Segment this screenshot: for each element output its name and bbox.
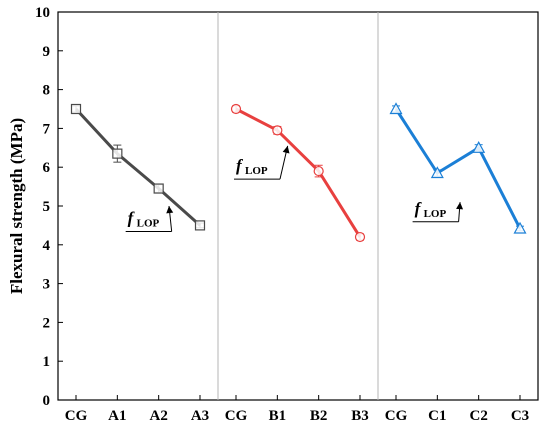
annotation-symbol: f xyxy=(128,208,136,227)
y-tick-label: 7 xyxy=(43,121,51,137)
data-point xyxy=(153,183,164,194)
y-tick-label: 4 xyxy=(43,238,51,254)
annotation-subscript: LOP xyxy=(245,165,268,177)
series-line xyxy=(235,107,362,238)
x-tick-label: A3 xyxy=(191,408,209,424)
series-line xyxy=(74,107,201,227)
annotation-arrowhead xyxy=(456,202,464,210)
y-tick-label: 10 xyxy=(35,5,50,21)
y-tick-label: 0 xyxy=(43,393,51,409)
x-tick-label: B2 xyxy=(310,408,328,424)
plot-frame xyxy=(57,11,539,401)
data-point xyxy=(194,220,206,231)
series-line xyxy=(394,108,522,230)
y-tick-label: 6 xyxy=(43,160,51,176)
x-tick-label: CG xyxy=(385,408,408,424)
x-tick-label: CG xyxy=(65,408,88,424)
annotation-symbol: f xyxy=(415,199,423,218)
y-tick-label: 3 xyxy=(43,277,51,293)
annotation-symbol: f xyxy=(236,156,244,175)
y-tick-label: 9 xyxy=(43,44,51,60)
data-point xyxy=(230,103,242,115)
y-tick-label: 8 xyxy=(43,83,51,99)
annotation-arrowhead xyxy=(166,206,174,214)
x-tick-label: A1 xyxy=(108,408,126,424)
x-tick-label: CG xyxy=(225,408,248,424)
y-tick-label: 1 xyxy=(43,354,51,370)
data-point xyxy=(513,221,527,234)
data-point xyxy=(272,125,283,136)
data-point xyxy=(354,231,366,243)
y-tick-label: 5 xyxy=(43,199,51,215)
x-tick-label: B3 xyxy=(351,408,369,424)
annotation-subscript: LOP xyxy=(137,217,160,229)
data-point xyxy=(389,102,403,115)
data-point xyxy=(472,141,486,153)
x-tick-label: C2 xyxy=(469,408,487,424)
data-point xyxy=(112,148,123,159)
data-point xyxy=(70,103,82,115)
y-tick-label: 2 xyxy=(43,315,51,331)
data-point xyxy=(313,165,324,177)
x-tick-label: C1 xyxy=(428,408,446,424)
annotation-arrowhead xyxy=(282,145,290,154)
data-point xyxy=(430,166,444,179)
x-tick-label: B1 xyxy=(269,408,287,424)
x-tick-label: C3 xyxy=(511,408,529,424)
y-axis-title: Flexural strength (MPa) xyxy=(7,118,26,294)
annotation-subscript: LOP xyxy=(424,208,447,220)
x-tick-label: A2 xyxy=(149,408,167,424)
